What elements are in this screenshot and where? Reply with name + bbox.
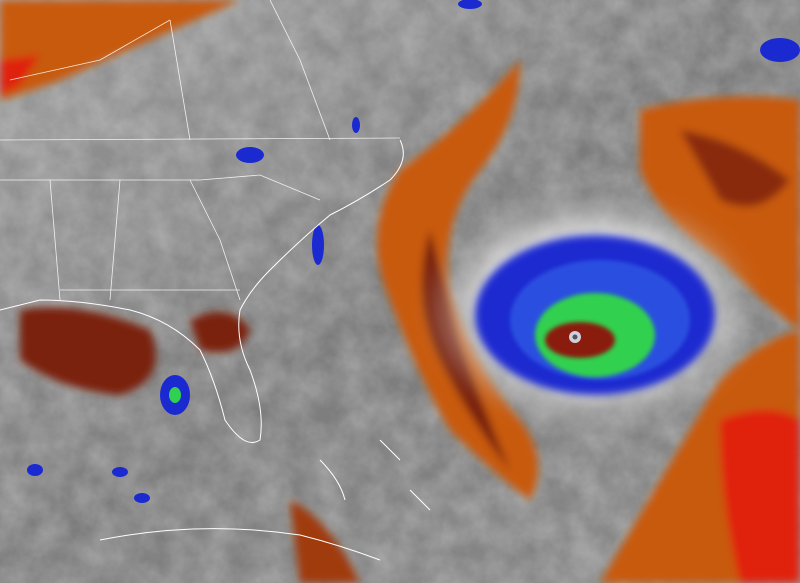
cold-cloud-tops [27, 0, 800, 503]
hurricane [420, 190, 760, 430]
coastlines [0, 139, 431, 561]
state-borders [0, 0, 401, 301]
